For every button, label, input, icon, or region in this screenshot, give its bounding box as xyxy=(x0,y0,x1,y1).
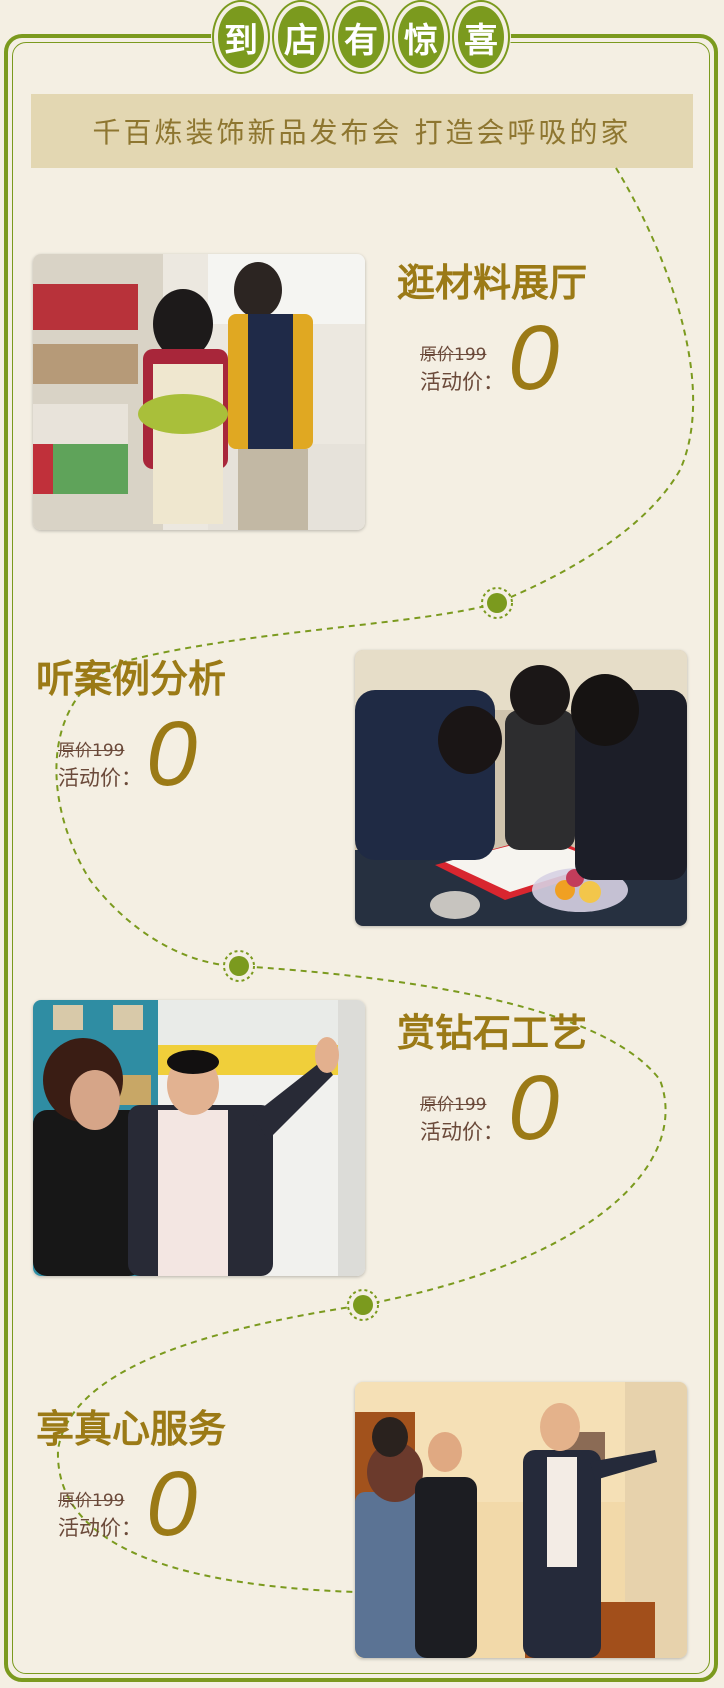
header-badge-5: 喜 xyxy=(454,2,508,72)
activity-price-4: 0 xyxy=(146,1453,198,1555)
original-price-3: 原价199 xyxy=(420,1095,487,1115)
header-badge-3: 有 xyxy=(334,2,388,72)
price-block-4: 原价199 活动价： 0 xyxy=(58,1458,278,1574)
header-badge-4: 惊 xyxy=(394,2,448,72)
activity-price-2: 0 xyxy=(146,703,198,805)
price-block-1: 原价199 活动价： 0 xyxy=(420,312,640,428)
price-block-3: 原价199 活动价： 0 xyxy=(420,1062,640,1178)
activity-label-3: 活动价： xyxy=(420,1120,504,1144)
subtitle-banner: 千百炼装饰新品发布会 打造会呼吸的家 xyxy=(31,94,693,168)
photo-material-showroom xyxy=(33,254,365,530)
section-title-1: 逛材料展厅 xyxy=(397,261,588,305)
activity-label-2: 活动价： xyxy=(58,766,142,790)
header-badge-1: 到 xyxy=(214,2,268,72)
activity-price-1: 0 xyxy=(508,307,560,409)
path-dot-2 xyxy=(223,950,255,982)
path-dot-3 xyxy=(347,1289,379,1321)
section-title-2: 听案例分析 xyxy=(36,657,227,701)
path-dot-1 xyxy=(481,587,513,619)
photo-diamond-craft xyxy=(33,1000,365,1276)
activity-label-4: 活动价： xyxy=(58,1516,142,1540)
photo-sincere-service xyxy=(355,1382,687,1658)
photo-case-analysis xyxy=(355,650,687,926)
header-badges: 到 店 有 惊 喜 xyxy=(211,0,511,74)
activity-price-3: 0 xyxy=(508,1057,560,1159)
header-badge-2: 店 xyxy=(274,2,328,72)
original-price-4: 原价199 xyxy=(58,1491,125,1511)
activity-label-1: 活动价： xyxy=(420,370,504,394)
section-title-3: 赏钻石工艺 xyxy=(397,1011,588,1055)
original-price-2: 原价199 xyxy=(58,741,125,761)
section-title-4: 享真心服务 xyxy=(36,1407,227,1451)
subtitle-text: 千百炼装饰新品发布会 打造会呼吸的家 xyxy=(92,116,632,149)
price-block-2: 原价199 活动价： 0 xyxy=(58,708,278,824)
original-price-1: 原价199 xyxy=(420,345,487,365)
